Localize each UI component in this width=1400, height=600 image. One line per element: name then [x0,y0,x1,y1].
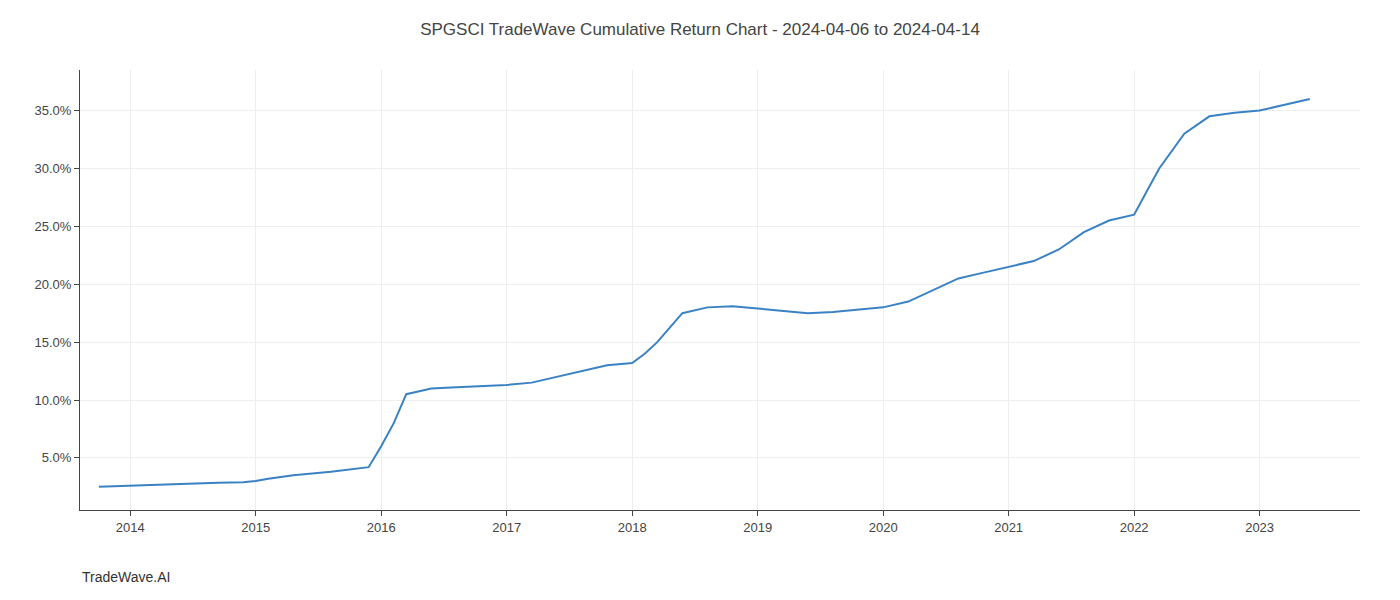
svg-text:2021: 2021 [994,520,1023,535]
svg-text:2017: 2017 [492,520,521,535]
svg-text:10.0%: 10.0% [35,393,72,408]
svg-text:30.0%: 30.0% [35,161,72,176]
svg-text:2023: 2023 [1245,520,1274,535]
svg-text:35.0%: 35.0% [35,103,72,118]
svg-text:2016: 2016 [367,520,396,535]
svg-text:SPGSCI TradeWave Cumulative Re: SPGSCI TradeWave Cumulative Return Chart… [420,20,980,39]
svg-text:25.0%: 25.0% [35,219,72,234]
svg-text:2022: 2022 [1120,520,1149,535]
svg-text:2018: 2018 [618,520,647,535]
svg-text:2015: 2015 [241,520,270,535]
svg-text:2020: 2020 [869,520,898,535]
svg-text:5.0%: 5.0% [42,450,72,465]
svg-text:20.0%: 20.0% [35,277,72,292]
svg-text:15.0%: 15.0% [35,335,72,350]
svg-text:TradeWave.AI: TradeWave.AI [82,569,170,585]
svg-text:2014: 2014 [116,520,145,535]
svg-text:2019: 2019 [743,520,772,535]
